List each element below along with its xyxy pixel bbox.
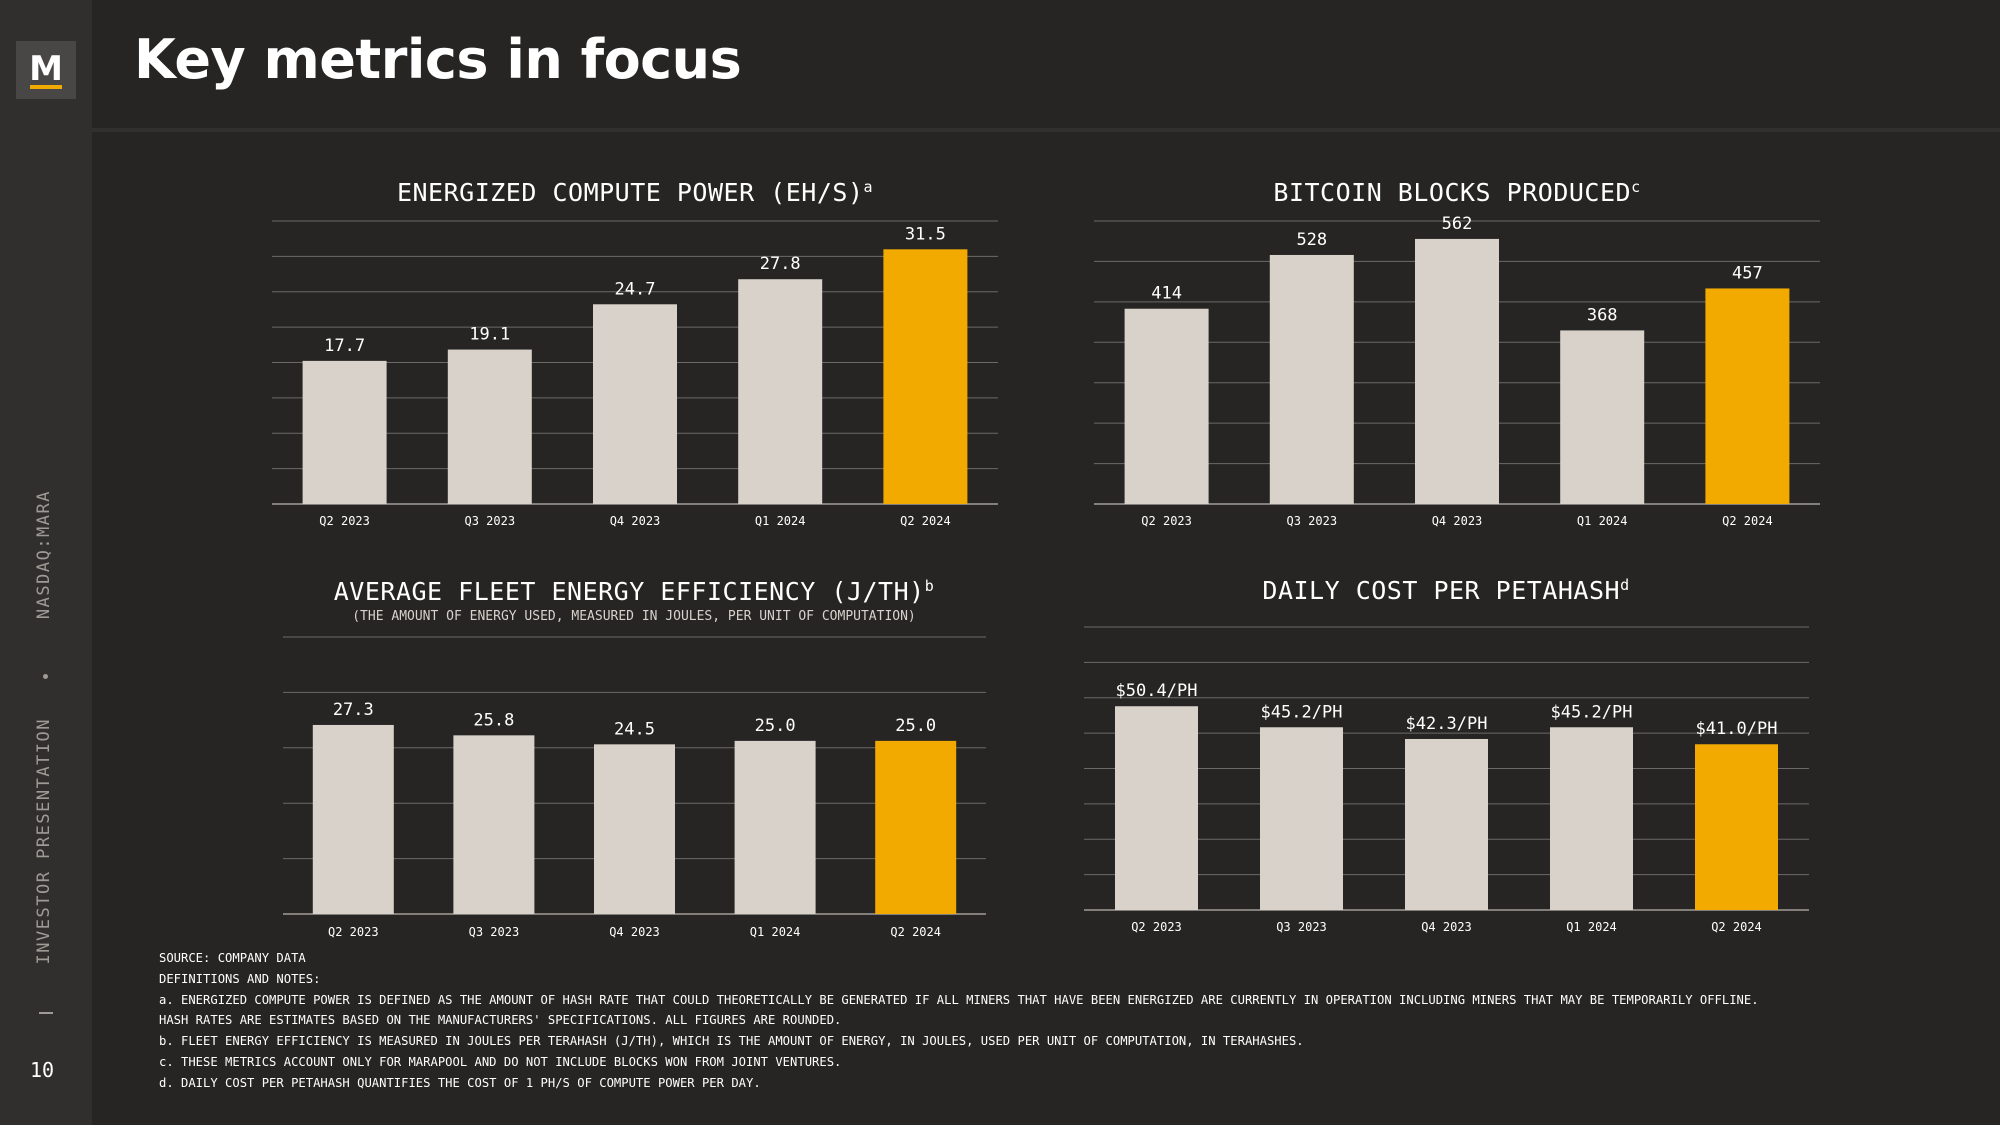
page-title: Key metrics in focus (134, 28, 742, 91)
blocks-produced-value-label: 368 (1587, 305, 1618, 325)
compute-power-value-label: 31.5 (905, 224, 946, 244)
daily-cost-bar (1260, 727, 1343, 910)
blocks-produced-category-label: Q1 2024 (1577, 514, 1628, 528)
fleet-efficiency-title: AVERAGE FLEET ENERGY EFFICIENCY (J/TH)b (334, 577, 934, 606)
separator-dot (43, 674, 48, 679)
compute-power-bar (302, 360, 387, 504)
compute-power-value-label: 24.7 (615, 279, 656, 299)
compute-power-bar (447, 349, 532, 504)
definitions-heading: DEFINITIONS AND NOTES: (159, 971, 321, 986)
compute-power-category-label: Q2 2024 (900, 514, 951, 528)
source-note: SOURCE: COMPANY DATA (159, 951, 306, 965)
compute-power-title-footnote-marker: a (864, 178, 874, 196)
separator-dash (39, 1012, 53, 1014)
compute-power-value-label: 17.7 (324, 336, 365, 356)
blocks-produced-bar (1269, 254, 1354, 504)
compute-power-bar (593, 304, 677, 504)
blocks-produced-title-footnote-marker: c (1631, 178, 1641, 196)
fleet-efficiency-bar (312, 724, 394, 914)
page-number: 10 (30, 1058, 55, 1082)
blocks-produced-category-label: Q2 2024 (1722, 514, 1773, 528)
compute-power-category-label: Q1 2024 (755, 514, 806, 528)
compute-power-category-label: Q3 2023 (465, 514, 516, 528)
compute-power-value-label: 27.8 (760, 254, 801, 274)
blocks-produced-value-label: 528 (1296, 230, 1327, 250)
fleet-efficiency-category-label: Q2 2024 (890, 925, 941, 939)
compute-power-value-label: 19.1 (469, 325, 510, 345)
compute-power-category-label: Q4 2023 (610, 514, 661, 528)
daily-cost-category-label: Q3 2023 (1276, 920, 1327, 934)
fleet-efficiency-bar (453, 735, 535, 914)
fleet-efficiency-value-label: 24.5 (614, 719, 655, 739)
blocks-produced-category-label: Q4 2023 (1432, 514, 1483, 528)
fleet-efficiency-title-footnote-marker: b (925, 577, 935, 595)
footnotes: SOURCE: COMPANY DATA DEFINITIONS AND NOT… (159, 948, 1979, 1094)
footnote-a-continued: HASH RATES ARE ESTIMATES BASED ON THE MA… (159, 1013, 842, 1028)
daily-cost-category-label: Q2 2023 (1131, 920, 1182, 934)
compute-power-bar (883, 249, 968, 504)
daily-cost-value-label: $50.4/PH (1116, 681, 1198, 701)
fleet-efficiency-category-label: Q3 2023 (469, 925, 520, 939)
sidebar: M NASDAQ:MARA INVESTOR PRESENTATION 10 (0, 0, 92, 1125)
compute-power-title: ENERGIZED COMPUTE POWER (EH/S)a (397, 178, 873, 207)
footnote-a: a. ENERGIZED COMPUTE POWER IS DEFINED AS… (159, 992, 1759, 1007)
fleet-efficiency-value-label: 25.8 (473, 710, 514, 730)
daily-cost-category-label: Q4 2023 (1421, 920, 1472, 934)
logo-letter: M (29, 49, 63, 89)
daily-cost-bar (1695, 744, 1778, 910)
footnote-b: b. FLEET ENERGY EFFICIENCY IS MEASURED I… (159, 1034, 1304, 1049)
fleet-efficiency-category-label: Q4 2023 (609, 925, 660, 939)
daily-cost-value-label: $45.2/PH (1261, 702, 1343, 722)
blocks-produced-title: BITCOIN BLOCKS PRODUCEDc (1273, 178, 1640, 207)
fleet-efficiency-bar (875, 740, 957, 914)
fleet-efficiency-value-label: 25.0 (755, 716, 796, 736)
blocks-produced-bar (1415, 238, 1499, 504)
daily-cost-bar (1550, 727, 1633, 910)
blocks-produced-value-label: 457 (1732, 263, 1763, 283)
daily-cost-category-label: Q1 2024 (1566, 920, 1617, 934)
fleet-efficiency-category-label: Q2 2023 (328, 925, 379, 939)
daily-cost-value-label: $45.2/PH (1551, 702, 1633, 722)
daily-cost-value-label: $42.3/PH (1406, 714, 1488, 734)
blocks-produced-bar (1560, 330, 1645, 504)
footnote-d: d. DAILY COST PER PETAHASH QUANTIFIES TH… (159, 1075, 761, 1090)
compute-power-category-label: Q2 2023 (319, 514, 370, 528)
fleet-efficiency-bar (594, 744, 675, 914)
daily-cost-title: DAILY COST PER PETAHASHd (1262, 576, 1629, 605)
daily-cost-title-footnote-marker: d (1620, 576, 1630, 594)
daily-cost-value-label: $41.0/PH (1696, 719, 1778, 739)
blocks-produced-category-label: Q3 2023 (1287, 514, 1338, 528)
blocks-produced-value-label: 414 (1151, 284, 1182, 304)
fleet-efficiency-subtitle: (THE AMOUNT OF ENERGY USED, MEASURED IN … (352, 609, 916, 624)
footnote-c: c. THESE METRICS ACCOUNT ONLY FOR MARAPO… (159, 1054, 842, 1069)
fleet-efficiency-value-label: 25.0 (895, 716, 936, 736)
daily-cost-bar (1115, 706, 1198, 910)
logo-underline (30, 85, 62, 89)
fleet-efficiency-value-label: 27.3 (333, 700, 374, 720)
blocks-produced-value-label: 562 (1442, 214, 1473, 234)
daily-cost-bar (1405, 738, 1488, 910)
company-logo: M (16, 41, 76, 99)
fleet-efficiency-bar (734, 740, 816, 914)
header-divider (92, 128, 2000, 132)
compute-power-bar (738, 279, 823, 504)
daily-cost-category-label: Q2 2024 (1711, 920, 1762, 934)
blocks-produced-bar (1705, 288, 1790, 504)
blocks-produced-category-label: Q2 2023 (1141, 514, 1192, 528)
fleet-efficiency-category-label: Q1 2024 (750, 925, 801, 939)
blocks-produced-bar (1124, 308, 1209, 504)
